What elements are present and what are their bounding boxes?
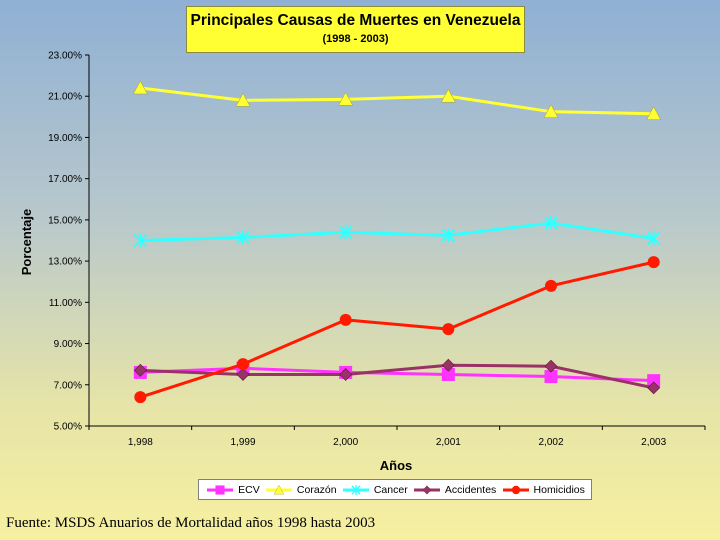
series-homicidios-point <box>442 323 455 336</box>
series-corazon-line <box>140 86 654 116</box>
series-corazon-point <box>338 91 354 106</box>
x-tick-label: 2,003 <box>641 437 666 448</box>
legend-cancer-point <box>351 484 361 495</box>
series-cancer-point <box>544 215 558 230</box>
legend-swatch-accidentes <box>413 485 440 494</box>
series-cancer-point <box>133 233 148 248</box>
x-axis-title: Años <box>380 458 413 473</box>
y-tick-label: 7.00% <box>54 380 82 391</box>
chart-title-box: Principales Causas de Muertes en Venezue… <box>186 6 525 53</box>
chart-title: Principales Causas de Muertes en Venezue… <box>190 12 521 29</box>
chart-legend: ECV Corazón Cancer Accidentes Homicidios <box>198 479 592 500</box>
y-tick-label: 23.00% <box>48 51 82 62</box>
series-corazon-point <box>543 104 559 118</box>
series-cancer-point <box>441 228 456 243</box>
x-tick-label: 2,001 <box>436 437 461 448</box>
series-cancer <box>133 215 661 248</box>
series-accidentes-point <box>647 381 661 395</box>
y-tick-label: 9.00% <box>54 339 82 350</box>
legend-accidentes-point <box>422 485 432 494</box>
legend-swatch-cancer <box>342 484 369 495</box>
series-cancer-point <box>236 230 250 245</box>
legend-label: Accidentes <box>444 483 497 496</box>
x-tick-label: 2,002 <box>538 437 563 448</box>
series-homicidios-line <box>139 260 655 399</box>
y-axis-title: Porcentaje <box>19 209 34 275</box>
legend-item-corazon: Corazón <box>264 484 337 496</box>
legend-swatch-homicidios <box>502 485 529 494</box>
y-tick-label: 13.00% <box>48 257 82 268</box>
y-tick-label: 5.00% <box>54 422 82 433</box>
legend-corazon-point <box>273 484 285 494</box>
y-tick-label: 17.00% <box>48 174 82 185</box>
chart-subtitle: (1998 - 2003) <box>322 33 389 45</box>
series-homicidios-point <box>237 358 249 371</box>
series-accidentes-point <box>339 368 353 381</box>
series-accidentes-point <box>544 359 558 373</box>
y-tick-label: 15.00% <box>48 215 82 226</box>
series-accidentes-point <box>441 358 455 372</box>
series-layer <box>132 80 662 404</box>
legend-item-homicidios: Homicidios <box>501 484 585 496</box>
legend-item-accidentes: Accidentes <box>412 484 496 496</box>
y-tick-label: 19.00% <box>48 133 82 144</box>
series-accidentes <box>133 358 661 395</box>
series-corazon-point <box>235 92 251 107</box>
series-homicidios <box>134 256 660 404</box>
series-cancer-point <box>338 225 353 240</box>
series-homicidios-point <box>647 256 660 269</box>
series-accidentes-point <box>133 363 147 377</box>
x-tick-label: 1,998 <box>128 437 153 448</box>
legend-item-cancer: Cancer <box>341 484 408 496</box>
series-corazon-point <box>646 106 662 120</box>
series-corazon <box>132 80 662 120</box>
series-corazon-point <box>440 88 456 103</box>
chart-axes: 5.00% 7.00% 9.00% 11.00% 13.00% 15.00% 17.00% 1… <box>48 51 706 448</box>
series-accidentes-point <box>236 368 250 381</box>
legend-label: Homicidios <box>533 483 585 496</box>
legend-homicidios-point <box>511 485 520 494</box>
series-cancer-point <box>646 231 661 246</box>
y-tick-label: 11.00% <box>49 298 82 309</box>
legend-item-ecv: ECV <box>205 484 260 496</box>
legend-swatch-corazon <box>265 484 292 494</box>
series-corazon-point <box>132 80 148 95</box>
series-accidentes-line <box>140 363 654 390</box>
y-tick-label: 21.00% <box>48 92 82 103</box>
x-tick-label: 2,000 <box>333 437 358 448</box>
series-homicidios-point <box>545 279 557 292</box>
x-tick-label: 1,999 <box>230 437 255 448</box>
legend-label: ECV <box>238 483 260 496</box>
series-cancer-line <box>140 221 654 242</box>
legend-swatch-ecv <box>207 484 234 495</box>
legend-label: Cancer <box>373 483 408 496</box>
series-homicidios-point <box>339 313 352 326</box>
series-homicidios-point <box>134 391 147 404</box>
source-footnote: Fuente: MSDS Anuarios de Mortalidad años… <box>6 515 376 531</box>
legend-label: Corazón <box>296 483 337 496</box>
legend-ecv-point <box>215 484 225 495</box>
